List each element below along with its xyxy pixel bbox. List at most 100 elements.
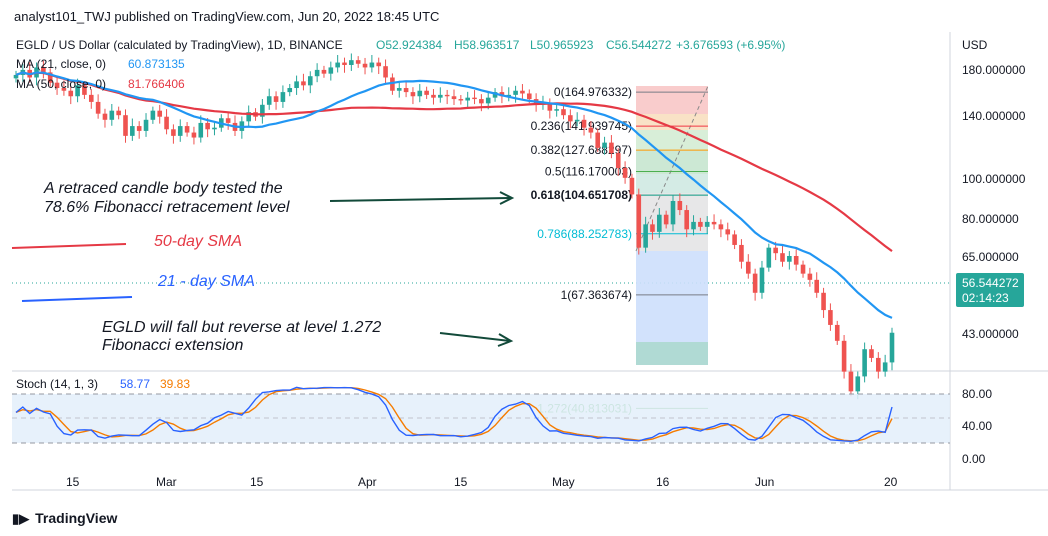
candle-body[interactable] [184, 126, 190, 133]
candle-body[interactable] [704, 221, 710, 227]
candle-body[interactable] [855, 376, 861, 392]
candle-body[interactable] [314, 69, 320, 77]
candle-body[interactable] [47, 72, 53, 83]
candle-body[interactable] [424, 90, 429, 95]
candle-body[interactable] [266, 96, 272, 105]
candle-body[interactable] [691, 221, 696, 230]
candle-body[interactable] [800, 264, 806, 274]
candle-body[interactable] [581, 119, 587, 128]
candle-body[interactable] [711, 221, 717, 225]
candle-body[interactable] [75, 85, 80, 97]
candle-body[interactable] [472, 97, 477, 100]
candle-body[interactable] [622, 168, 628, 178]
candle-body[interactable] [834, 324, 840, 341]
ma21-line[interactable] [15, 71, 893, 319]
candle-body[interactable] [615, 153, 621, 169]
candle-body[interactable] [663, 214, 669, 225]
candle-body[interactable] [225, 118, 231, 123]
candle-body[interactable] [280, 92, 286, 102]
candle-body[interactable] [520, 90, 525, 94]
candle-body[interactable] [205, 122, 210, 130]
price-axis[interactable]: USD 180.000000 140.000000 100.000000 80.… [956, 38, 1026, 341]
candle-body[interactable] [780, 253, 785, 262]
candle-body[interactable] [773, 247, 778, 254]
candle-body[interactable] [595, 132, 601, 148]
candle-body[interactable] [574, 119, 580, 122]
candle-body[interactable] [492, 92, 498, 98]
candle-body[interactable] [54, 82, 60, 89]
candle-body[interactable] [561, 109, 566, 116]
candle-body[interactable] [383, 66, 388, 78]
candle-body[interactable] [116, 110, 121, 116]
candle-body[interactable] [506, 94, 512, 97]
candle-body[interactable] [643, 224, 648, 248]
candle-body[interactable] [479, 99, 484, 104]
candle-body[interactable] [410, 92, 416, 97]
candle-body[interactable] [650, 224, 655, 232]
candle-body[interactable] [889, 332, 895, 363]
candle-body[interactable] [61, 88, 67, 91]
candle-body[interactable] [41, 67, 46, 73]
candle-body[interactable] [164, 116, 169, 130]
candle-body[interactable] [191, 132, 197, 138]
candle-body[interactable] [328, 67, 334, 74]
candle-body[interactable] [403, 88, 409, 93]
candle-body[interactable] [157, 110, 163, 117]
candle-body[interactable] [431, 94, 436, 98]
candle-body[interactable] [198, 122, 204, 138]
candle-body[interactable] [109, 110, 115, 120]
candle-body[interactable] [307, 76, 313, 86]
candle-body[interactable] [807, 273, 813, 280]
candle-body[interactable] [246, 112, 251, 122]
candle-body[interactable] [130, 126, 135, 136]
candle-body[interactable] [212, 127, 217, 130]
candle-body[interactable] [102, 113, 108, 120]
candle-body[interactable] [123, 115, 128, 136]
candle-body[interactable] [82, 85, 87, 95]
candle-body[interactable] [629, 177, 635, 195]
candle-body[interactable] [759, 267, 765, 293]
candle-body[interactable] [684, 210, 689, 230]
candle-body[interactable] [458, 99, 464, 101]
candle-body[interactable] [438, 94, 443, 98]
stoch-pane[interactable]: Stoch (14, 1, 3) 58.77 39.83 80.00 40.00… [12, 377, 992, 466]
candle-body[interactable] [444, 94, 450, 97]
candle-body[interactable] [335, 62, 340, 68]
candle-body[interactable] [513, 90, 518, 95]
candle-body[interactable] [68, 90, 74, 97]
candle-body[interactable] [362, 63, 368, 68]
candle-body[interactable] [739, 244, 744, 262]
candle-body[interactable] [171, 129, 176, 136]
candle-body[interactable] [677, 200, 683, 211]
candle-body[interactable] [376, 62, 382, 67]
candle-body[interactable] [657, 214, 662, 232]
candle-body[interactable] [876, 357, 881, 372]
candle-body[interactable] [828, 310, 833, 325]
candle-body[interactable] [636, 194, 642, 248]
candle-body[interactable] [670, 200, 676, 225]
candle-body[interactable] [766, 247, 772, 268]
candle-body[interactable] [793, 255, 799, 265]
candle-body[interactable] [355, 60, 361, 64]
candle-body[interactable] [698, 221, 703, 227]
candle-body[interactable] [150, 110, 156, 120]
candle-body[interactable] [417, 90, 423, 97]
candle-body[interactable] [526, 93, 532, 100]
time-axis[interactable]: 15 Mar 15 Apr 15 May 16 Jun 20 [66, 475, 898, 489]
candle-body[interactable] [396, 88, 402, 91]
candle-body[interactable] [13, 74, 19, 79]
candle-body[interactable] [273, 96, 279, 102]
candle-body[interactable] [451, 96, 457, 100]
candle-body[interactable] [862, 349, 867, 377]
candle-body[interactable] [369, 62, 375, 68]
candle-body[interactable] [349, 60, 354, 65]
candlestick-series[interactable] [13, 53, 895, 400]
candle-body[interactable] [177, 126, 183, 136]
candle-body[interactable] [745, 261, 751, 274]
candle-body[interactable] [88, 94, 94, 102]
chart-canvas[interactable]: 0(164.976332)0.236(141.939745)0.382(127.… [0, 30, 1048, 500]
candle-body[interactable] [814, 279, 820, 293]
candle-body[interactable] [294, 81, 299, 89]
candle-body[interactable] [568, 115, 573, 122]
tradingview-logo[interactable]: ▮▶ TradingView [12, 510, 117, 527]
